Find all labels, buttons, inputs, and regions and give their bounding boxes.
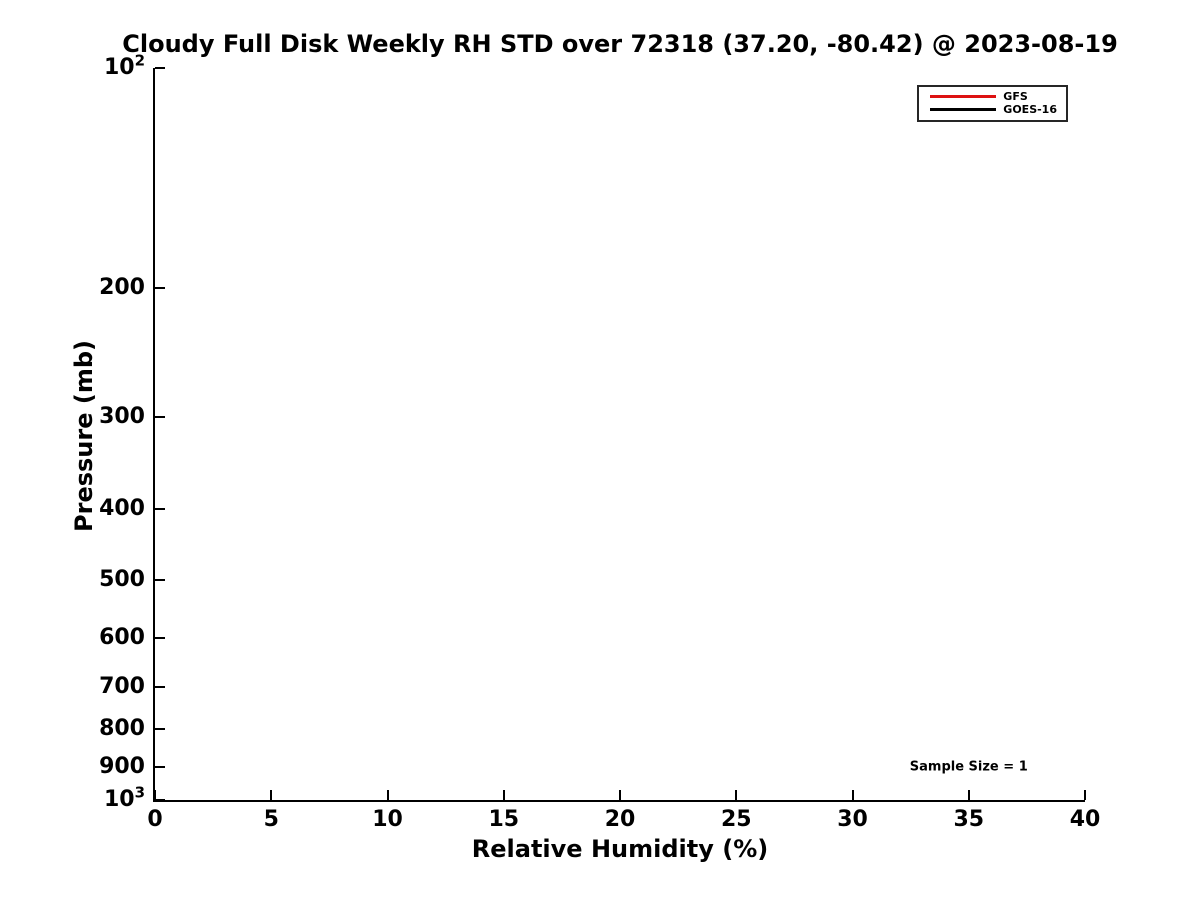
legend-label: GFS — [1003, 90, 1028, 103]
legend-item: GFS — [930, 91, 1057, 102]
x-axis-line — [153, 800, 1085, 802]
x-tick-mark — [270, 790, 273, 800]
y-tick-mark — [155, 416, 165, 419]
legend-line-swatch — [930, 107, 997, 112]
y-tick-mark — [155, 765, 165, 768]
y-tick-mark — [155, 685, 165, 688]
legend: GFS GOES-16 — [917, 85, 1068, 122]
x-tick-mark — [1084, 790, 1086, 800]
y-tick-label: 800 — [99, 716, 145, 742]
x-tick-label: 5 — [263, 807, 279, 832]
y-tick-mark — [155, 287, 165, 290]
plot-area: GFS GOES-16 0 5 10 15 20 25 30 35 40 102 200 300 400 5… — [99, 53, 1100, 832]
x-tick-label: 30 — [837, 807, 868, 832]
y-tick-label: 300 — [99, 404, 145, 430]
y-tick-mark — [155, 507, 165, 510]
x-tick-label: 40 — [1069, 807, 1101, 832]
x-tick-label: 35 — [953, 807, 985, 832]
legend-line-swatch — [930, 94, 997, 99]
legend-item: GOES-16 — [930, 104, 1057, 115]
x-tick-mark — [851, 790, 854, 800]
series-layer — [155, 68, 1085, 800]
x-tick-label: 0 — [147, 807, 163, 832]
y-tick-mark — [155, 67, 165, 69]
y-tick-mark — [155, 636, 165, 639]
x-tick-mark — [619, 790, 621, 800]
sample-size-annotation: Sample Size = 1 — [909, 759, 1028, 774]
y-tick-label: 102 — [103, 51, 145, 80]
chart-title: Cloudy Full Disk Weekly RH STD over 7231… — [122, 30, 1118, 58]
x-tick-label: 20 — [604, 807, 636, 832]
x-tick-mark — [386, 790, 389, 800]
x-axis-label: Relative Humidity (%) — [471, 835, 769, 863]
y-tick-mark — [155, 799, 165, 801]
x-tick-label: 10 — [372, 807, 403, 832]
y-tick-label: 400 — [99, 495, 145, 521]
x-tick-mark — [967, 790, 970, 800]
y-axis-line — [153, 68, 155, 802]
y-tick-mark — [155, 728, 165, 731]
legend-label: GOES-16 — [1003, 103, 1057, 116]
y-tick-label: 103 — [103, 783, 145, 812]
x-tick-mark — [502, 790, 505, 800]
x-tick-mark — [735, 790, 738, 800]
y-tick-label: 200 — [99, 275, 145, 301]
y-tick-label: 600 — [99, 624, 145, 650]
y-tick-label: 500 — [99, 566, 145, 592]
x-tick-label: 15 — [488, 807, 520, 832]
y-tick-label: 900 — [99, 753, 145, 779]
y-tick-mark — [155, 578, 165, 581]
x-tick-label: 25 — [720, 807, 752, 832]
y-tick-label: 700 — [99, 673, 145, 699]
x-tick-mark — [154, 790, 156, 800]
